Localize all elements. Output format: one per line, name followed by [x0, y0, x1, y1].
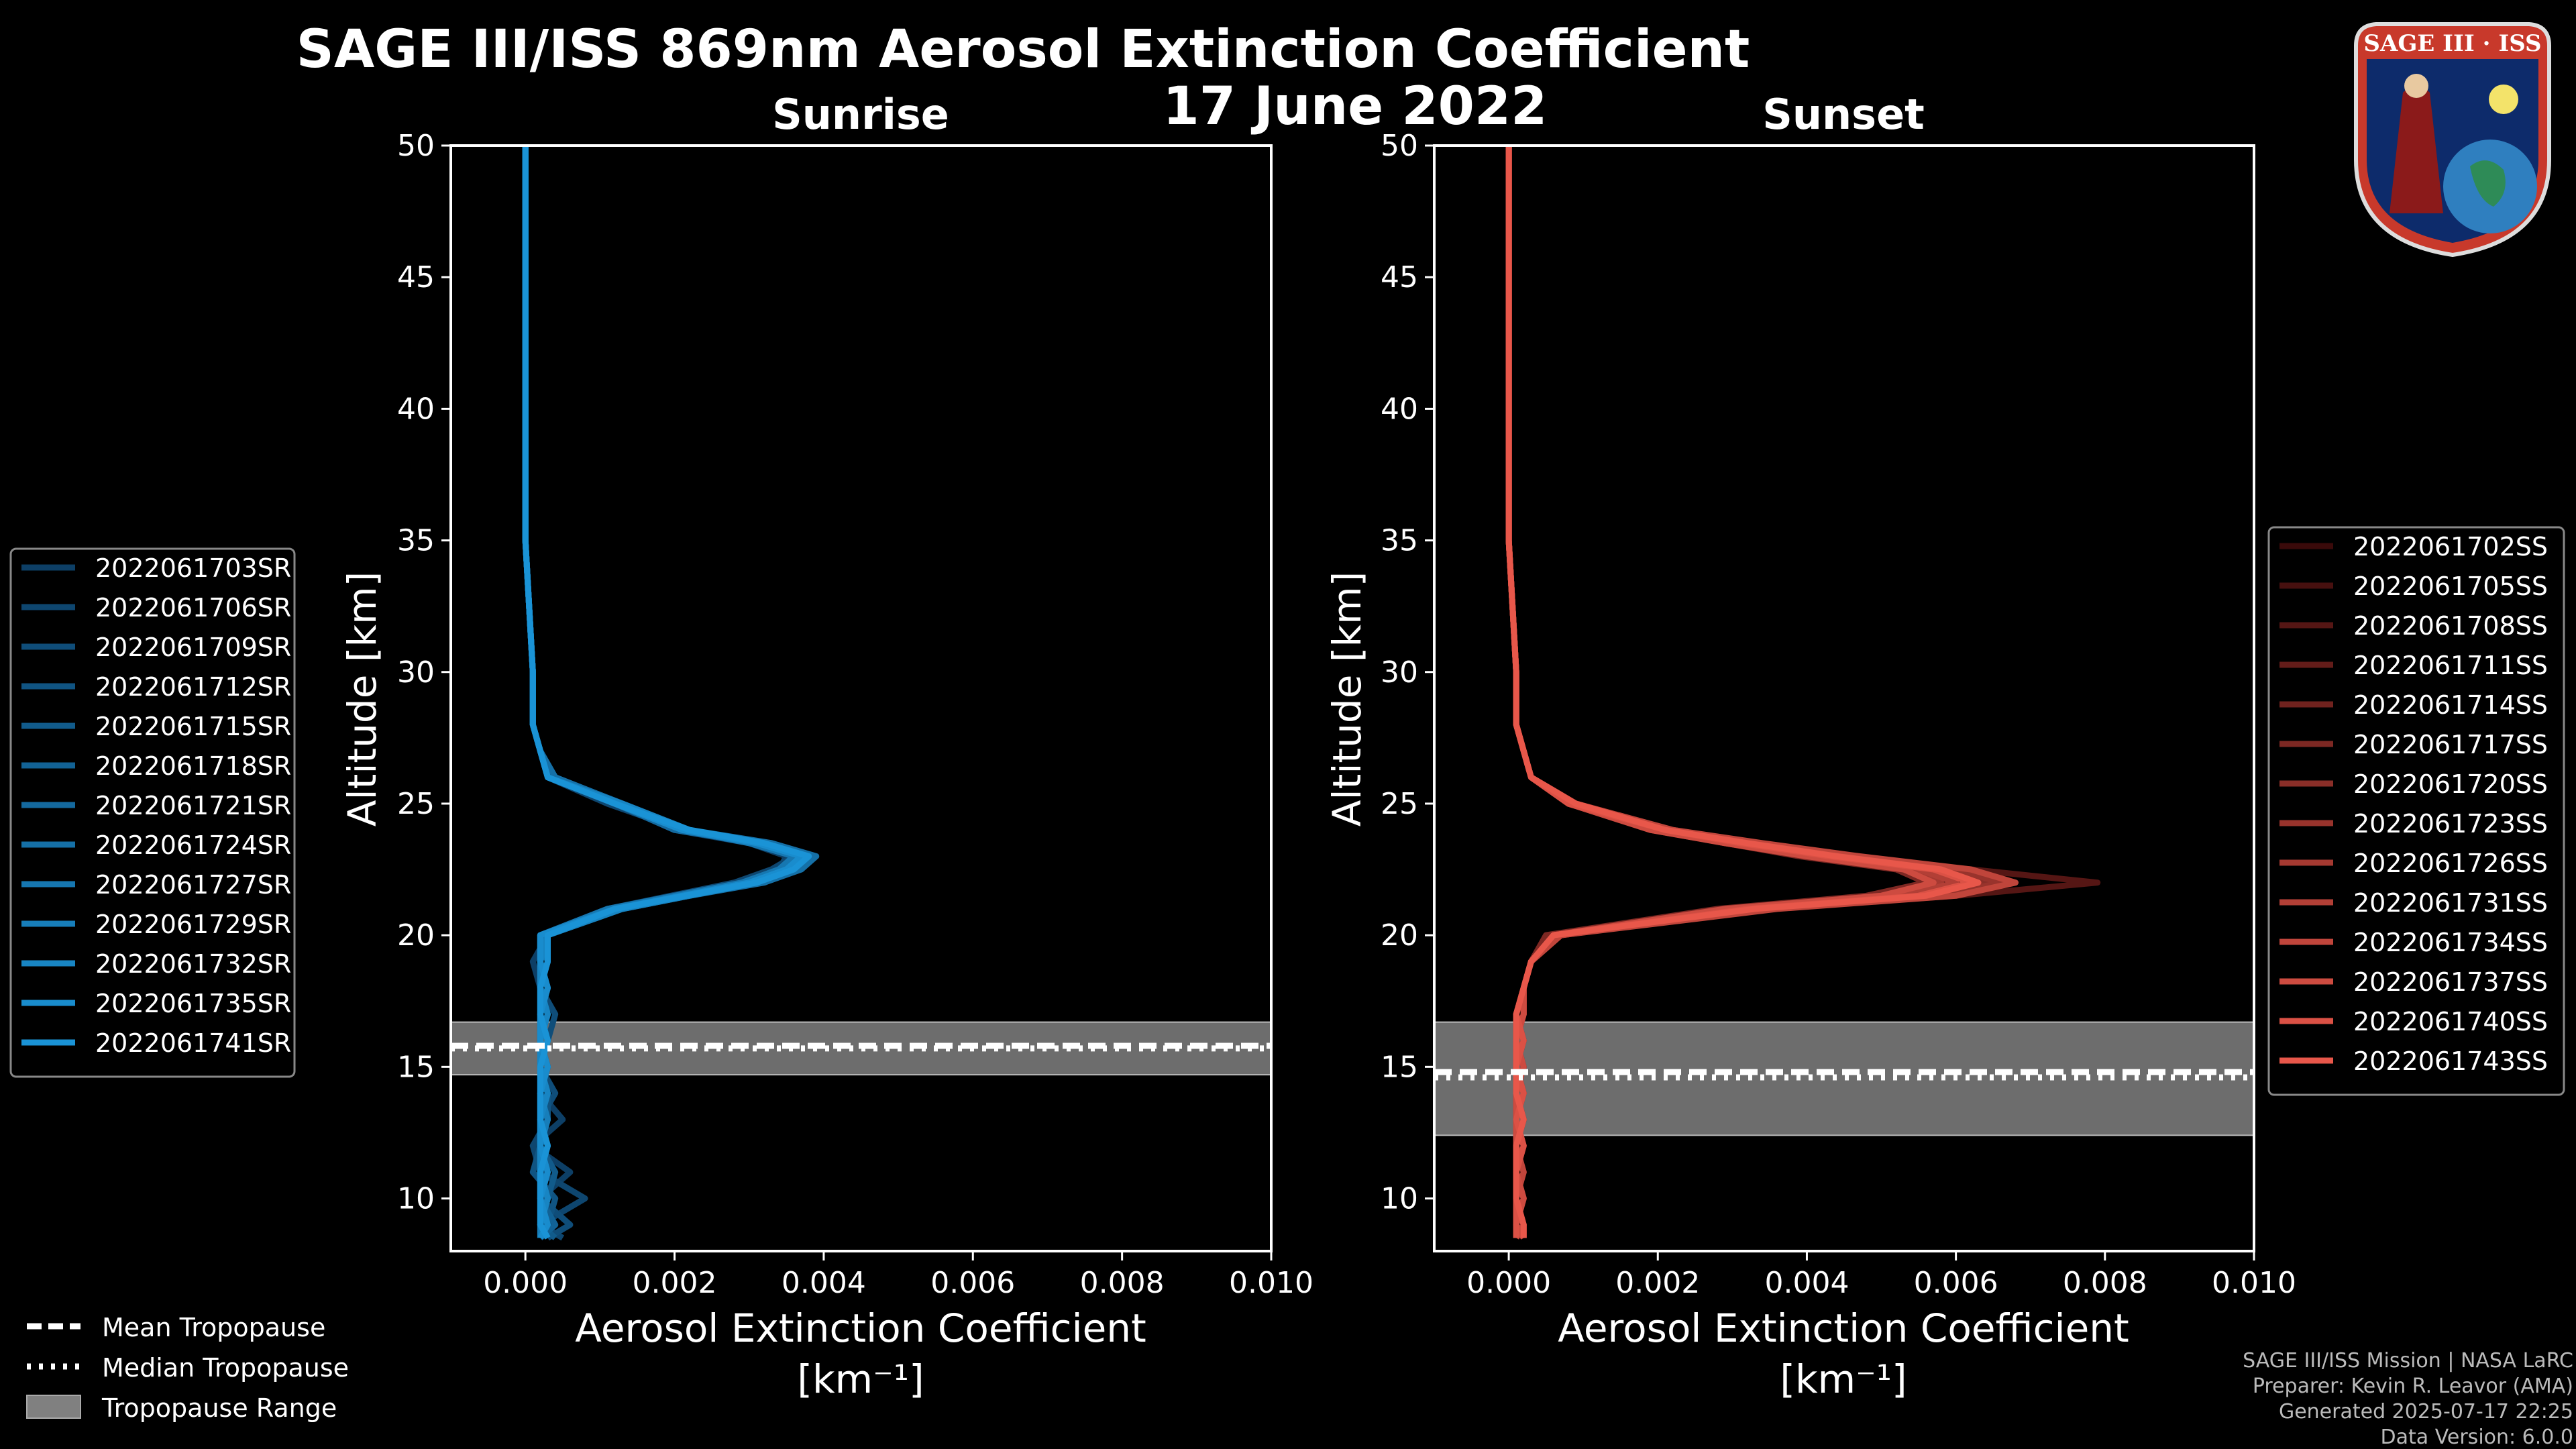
legend-label-2022061729SR: 2022061729SR	[95, 910, 291, 939]
sunrise-y-tick-label: 40	[397, 392, 435, 426]
legend-label-2022061703SR: 2022061703SR	[95, 553, 291, 583]
sunset-x-tick-label: 0.006	[1914, 1266, 1998, 1300]
figure-head	[2404, 74, 2428, 98]
sunset-y-tick-label: 30	[1381, 655, 1418, 690]
sunset-x-tick-label: 0.010	[2212, 1266, 2296, 1300]
sunset-axes-frame	[1433, 144, 2255, 1252]
legend-label-2022061726SS: 2022061726SS	[2353, 849, 2548, 878]
legend-label-2022061708SS: 2022061708SS	[2353, 611, 2548, 641]
sunrise-panel-title: Sunrise	[772, 90, 949, 139]
sunset-y-tick-label: 20	[1381, 918, 1418, 953]
sunrise-y-tick-label: 45	[397, 260, 435, 294]
sunset-y-tick-label: 40	[1381, 392, 1418, 426]
legend-label-2022061731SS: 2022061731SS	[2353, 888, 2548, 918]
tropopause-range-swatch	[26, 1395, 81, 1419]
legend-label-2022061737SS: 2022061737SS	[2353, 967, 2548, 997]
sunset-panel: 0.000 0.002 0.004 0.006 0.008 0.010 10 15 20 25 30…	[1381, 129, 2296, 1300]
credit-line-1: SAGE III/ISS Mission | NASA LaRC	[2243, 1349, 2573, 1373]
legend-label-2022061717SS: 2022061717SS	[2353, 730, 2548, 759]
sun-icon	[2489, 85, 2518, 114]
sunrise-y-tick-label: 10	[397, 1182, 435, 1216]
credit-line-4: Data Version: 6.0.0	[2381, 1426, 2573, 1449]
sunrise-y-tick-label: 25	[397, 787, 435, 821]
sunset-panel-title: Sunset	[1762, 90, 1925, 139]
sunrise-x-tick-label: 0.010	[1229, 1266, 1313, 1300]
sunset-x-tick-label: 0.000	[1466, 1266, 1551, 1300]
sunset-x-tick-label: 0.002	[1615, 1266, 1700, 1300]
legend-label-2022061720SS: 2022061720SS	[2353, 769, 2548, 799]
sunset-y-tick-label: 50	[1381, 129, 1418, 163]
sunrise-y-tick-label: 35	[397, 524, 435, 558]
legend-label-2022061702SS: 2022061702SS	[2353, 532, 2548, 561]
legend-label-2022061706SR: 2022061706SR	[95, 593, 291, 623]
sunset-y-tick-label: 35	[1381, 524, 1418, 558]
profile-2022061741SR	[522, 146, 812, 1240]
legend-label-2022061715SR: 2022061715SR	[95, 712, 291, 741]
legend-sr-box	[9, 547, 296, 1078]
legend-label-2022061741SR: 2022061741SR	[95, 1028, 291, 1058]
sunrise-x-tick-label: 0.002	[633, 1266, 717, 1300]
legend-label-2022061723SS: 2022061723SS	[2353, 809, 2548, 839]
sunset-y-tick-label: 25	[1381, 787, 1418, 821]
sunset-y-tick-label: 45	[1381, 260, 1418, 294]
sunset-y-tick-label: 15	[1381, 1050, 1418, 1084]
figure-robe	[2390, 86, 2443, 213]
sunset-y-axis-label: Altitude [km]	[1324, 572, 1370, 826]
profile-2022061743SS	[1505, 146, 1982, 1238]
title-line1: SAGE III/ISS 869nm Aerosol Extinction Co…	[297, 19, 1750, 80]
sunrise-legend: 2022061703SR 2022061706SR 2022061709SR 2022…	[9, 547, 296, 1078]
mean-tropopause-label: Mean Tropopause	[102, 1313, 325, 1342]
sunrise-y-tick-label: 20	[397, 918, 435, 953]
sunrise-axes-frame	[449, 144, 1273, 1252]
sunrise-x-axis-label: Aerosol Extinction Coefficient	[575, 1305, 1146, 1351]
sage-iii-iss-mission-patch: SAGE III · ISS	[2354, 22, 2551, 258]
continent-shape	[2470, 160, 2506, 207]
legend-label-2022061718SR: 2022061718SR	[95, 751, 291, 781]
sunrise-y-axis-label: Altitude [km]	[339, 572, 385, 826]
legend-label-2022061712SR: 2022061712SR	[95, 672, 291, 702]
legend-label-2022061732SR: 2022061732SR	[95, 949, 291, 979]
legend-label-2022061727SR: 2022061727SR	[95, 870, 291, 900]
sunrise-x-tick-label: 0.008	[1080, 1266, 1165, 1300]
tropopause-range-label: Tropopause Range	[101, 1393, 337, 1423]
sunrise-x-tick-label: 0.000	[483, 1266, 568, 1300]
sunset-x-tick-label: 0.004	[1764, 1266, 1849, 1300]
sunset-y-tick-label: 10	[1381, 1182, 1418, 1216]
legend-label-2022061711SS: 2022061711SS	[2353, 651, 2548, 680]
tropopause-legend: Mean Tropopause Median Tropopause Tropop…	[26, 1313, 349, 1423]
legend-label-2022061721SR: 2022061721SR	[95, 791, 291, 820]
legend-label-2022061714SS: 2022061714SS	[2353, 690, 2548, 720]
median-tropopause-label: Median Tropopause	[102, 1353, 349, 1383]
sunset-x-axis-unit: [km⁻¹]	[1780, 1356, 1907, 1402]
title-line2: 17 June 2022	[1163, 76, 1548, 137]
sunrise-y-tick-label: 30	[397, 655, 435, 690]
legend-label-2022061734SS: 2022061734SS	[2353, 928, 2548, 957]
legend-label-2022061740SS: 2022061740SS	[2353, 1007, 2548, 1036]
sunset-profiles	[1505, 146, 2101, 1240]
credit-line-3: Generated 2025-07-17 22:25	[2279, 1400, 2573, 1424]
patch-label: SAGE III · ISS	[2363, 30, 2541, 57]
credit-line-2: Preparer: Kevin R. Leavor (AMA)	[2253, 1375, 2573, 1398]
sunrise-x-tick-label: 0.006	[930, 1266, 1015, 1300]
credits: SAGE III/ISS Mission | NASA LaRC Prepare…	[2243, 1349, 2573, 1449]
legend-label-2022061735SR: 2022061735SR	[95, 989, 291, 1018]
sunrise-panel: 0.000 0.002 0.004 0.006 0.008 0.010 10 15 20 25 30…	[397, 129, 1313, 1300]
sunrise-y-tick-label: 50	[397, 129, 435, 163]
sunrise-profiles	[522, 146, 820, 1241]
legend-label-2022061705SS: 2022061705SS	[2353, 572, 2548, 601]
legend-label-2022061724SR: 2022061724SR	[95, 830, 291, 860]
sunrise-x-axis-unit: [km⁻¹]	[797, 1356, 924, 1402]
sunset-legend: 2022061702SS 2022061705SS 2022061708SS 2022…	[2267, 526, 2565, 1096]
legend-label-2022061743SS: 2022061743SS	[2353, 1046, 2548, 1076]
sunset-x-tick-label: 0.008	[2063, 1266, 2147, 1300]
sunrise-y-tick-label: 15	[397, 1050, 435, 1084]
legend-ss-box	[2267, 526, 2565, 1096]
sunrise-x-tick-label: 0.004	[782, 1266, 866, 1300]
legend-label-2022061709SR: 2022061709SR	[95, 633, 291, 662]
sunset-x-axis-label: Aerosol Extinction Coefficient	[1558, 1305, 2129, 1351]
